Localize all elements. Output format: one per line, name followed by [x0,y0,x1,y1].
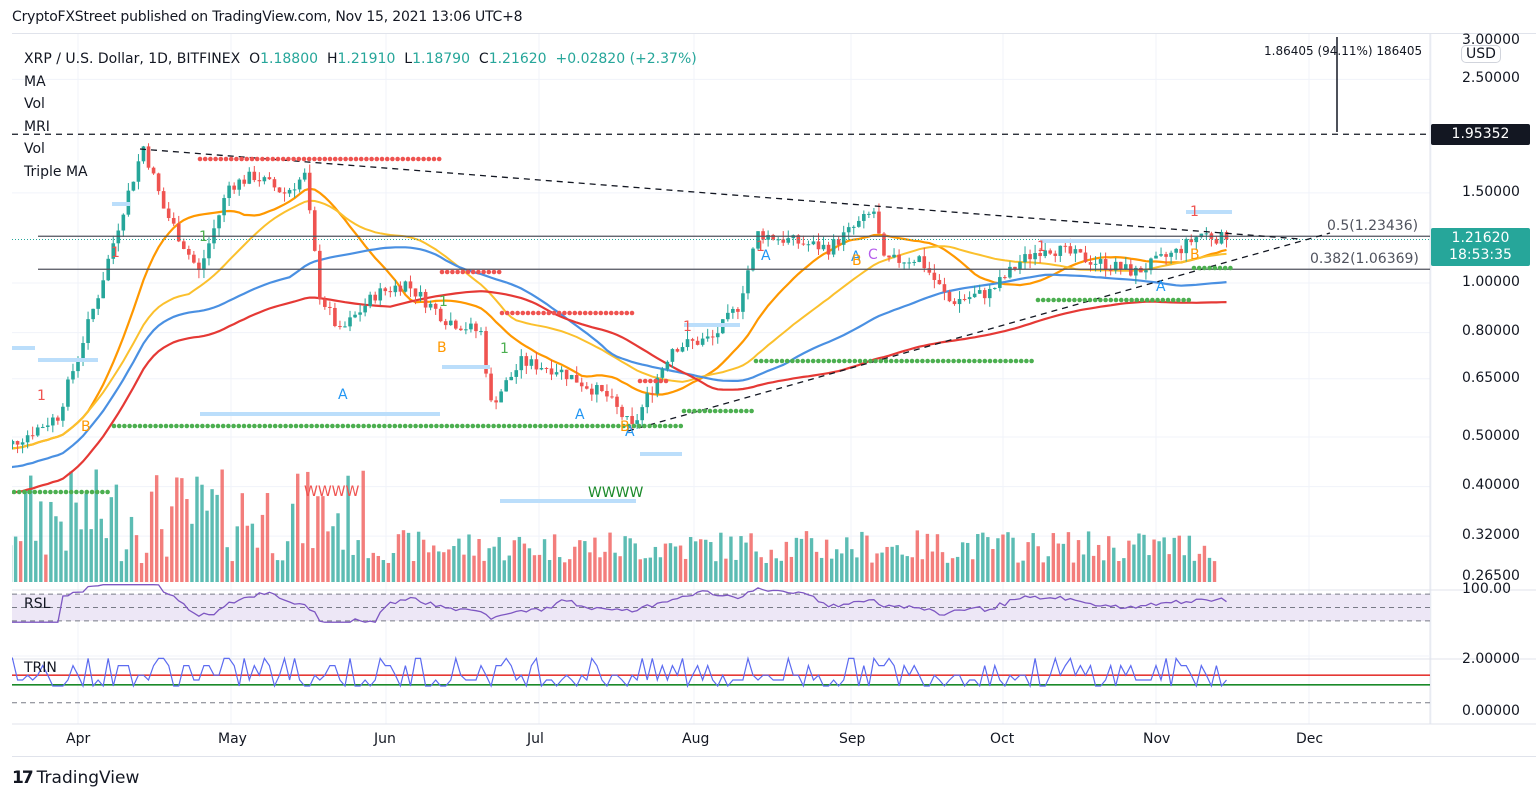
symbol-line: XRP / U.S. Dollar, 1D, BITFINEX O1.18800… [24,48,697,71]
tradingview-brand: TradingView [36,768,140,788]
svg-text:A: A [1156,279,1166,295]
svg-text:1: 1 [199,229,208,245]
rsi-pane-label[interactable]: RSL [24,596,51,612]
low-value: 1.18790 [412,51,470,67]
svg-text:1: 1 [111,245,120,261]
svg-text:A: A [761,248,771,264]
time-label-apr: Apr [66,731,91,747]
svg-text:B: B [437,340,447,356]
time-label-sep: Sep [839,731,866,747]
svg-text:C: C [868,247,878,263]
open-label: O [249,51,261,67]
price-tick: 0.65000 [1462,370,1520,386]
price-tick: 1.00000 [1462,274,1520,290]
change-value: +0.02820 (+2.37%) [555,51,697,67]
svg-text:1: 1 [683,319,692,335]
high-label: H [326,51,338,67]
last-price: 1.21620 [1451,230,1510,246]
svg-text:WWWW: WWWW [588,485,644,501]
svg-text:1: 1 [1190,204,1199,220]
time-label-jul: Jul [527,731,544,747]
price-tick: 0.40000 [1462,477,1520,493]
trin-axis-tick: 0.00000 [1462,703,1520,719]
indicator-vol-2[interactable]: Vol [24,141,45,157]
published-caption: CryptoFXStreet published on TradingView.… [12,9,523,25]
price-tick: 2.50000 [1462,70,1520,86]
svg-text:1: 1 [500,341,509,357]
close-label: C [478,51,489,67]
close-value: 1.21620 [488,51,547,67]
svg-text:A: A [625,424,635,440]
chart-legend: XRP / U.S. Dollar, 1D, BITFINEX O1.18800… [24,48,697,183]
time-label-nov: Nov [1143,731,1171,747]
time-label-oct: Oct [990,731,1015,747]
tradingview-logo-icon: 17 [12,768,34,788]
low-label: L [404,51,413,67]
time-label-may: May [218,731,247,747]
fib-level-0-5-label[interactable]: 0.5(1.23436) [1327,218,1419,234]
indicator-vol[interactable]: Vol [24,96,45,112]
svg-text:A: A [575,407,585,423]
price-tick: 3.00000 [1462,32,1520,48]
svg-text:B: B [620,419,630,435]
rsi-axis-tick: 100.00 [1462,581,1511,597]
indicator-mri[interactable]: MRI [24,118,50,135]
svg-text:1: 1 [439,294,448,310]
price-tick: 1.50000 [1462,184,1520,200]
resistance-price-tag: 1.95352 [1431,124,1530,145]
price-tick: 0.50000 [1462,428,1520,444]
trin-axis-tick: 2.00000 [1462,651,1520,667]
open-value: 1.18800 [260,51,319,67]
svg-text:B: B [81,419,91,435]
trin-pane-label[interactable]: TRIN [24,660,57,676]
svg-text:A: A [851,249,861,265]
svg-text:B: B [852,253,862,269]
indicator-ma[interactable]: MA [24,73,46,90]
tradingview-logo[interactable]: 17 TradingView [12,768,139,788]
svg-text:WWWW: WWWW [304,484,360,500]
indicator-triple-ma[interactable]: Triple MA [24,163,88,180]
time-label-aug: Aug [682,731,710,747]
price-range-measure-label: 1.86405 (94.11%) 186405 [1264,44,1423,58]
svg-text:1: 1 [37,388,46,404]
svg-text:1: 1 [756,239,765,255]
fib-level-0-382-label[interactable]: 0.382(1.06369) [1310,251,1419,267]
price-tick: 0.26500 [1462,568,1520,584]
last-price-tag: 1.21620 18:53:35 [1431,228,1530,266]
time-label-dec: Dec [1296,731,1324,747]
currency-badge[interactable]: USD [1461,45,1501,63]
price-tick: 0.80000 [1462,323,1520,339]
bar-countdown: 18:53:35 [1449,247,1512,263]
price-tick: 0.32000 [1462,527,1520,543]
chart-frame[interactable]: A A A A A A B B B B B C 1 1 1 1 1 1 1 1 1 WWWW WWWW [12,33,1536,757]
symbol-title[interactable]: XRP / U.S. Dollar, 1D, BITFINEX [24,51,241,67]
time-label-jun: Jun [374,731,396,747]
svg-text:A: A [338,387,348,403]
svg-text:B: B [1190,247,1200,263]
high-value: 1.21910 [337,51,396,67]
svg-text:1: 1 [1037,239,1046,255]
